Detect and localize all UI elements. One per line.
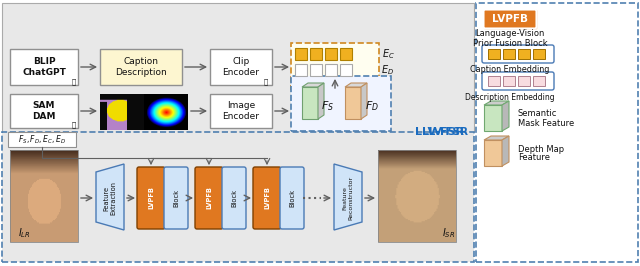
Text: Prior Fusion Block: Prior Fusion Block [473, 39, 547, 48]
Text: Description: Description [115, 68, 167, 77]
Bar [518, 49, 530, 59]
Text: Language-Vision: Language-Vision [476, 30, 545, 39]
Text: LVPFB: LVPFB [206, 186, 212, 209]
Bar [378, 150, 456, 242]
Text: Encoder: Encoder [223, 68, 259, 77]
Text: Feature
Reconstructor: Feature Reconstructor [342, 176, 353, 220]
Bar [503, 76, 515, 86]
Text: $E_D$: $E_D$ [381, 63, 394, 77]
Bar [295, 48, 307, 60]
Text: 🔒: 🔒 [264, 79, 268, 85]
Bar [8, 132, 76, 147]
Text: Caption Embedding: Caption Embedding [470, 65, 550, 74]
Polygon shape [345, 83, 367, 87]
Text: Mask Feature: Mask Feature [518, 118, 574, 127]
Bar [488, 49, 500, 59]
Bar [10, 94, 78, 128]
FancyBboxPatch shape [280, 167, 304, 229]
Text: Encoder: Encoder [223, 112, 259, 120]
Text: SAM: SAM [33, 101, 55, 110]
Text: LLV-FSR: LLV-FSR [422, 127, 468, 137]
FancyBboxPatch shape [482, 45, 554, 63]
Bar [2, 132, 474, 262]
Polygon shape [318, 83, 324, 119]
Text: DAM: DAM [32, 112, 56, 120]
Text: Semantic: Semantic [518, 110, 557, 118]
FancyBboxPatch shape [164, 167, 188, 229]
Bar [100, 49, 182, 85]
Text: Depth Map: Depth Map [518, 144, 564, 153]
Bar [2, 3, 474, 132]
Bar [10, 49, 78, 85]
Bar [210, 49, 272, 85]
FancyBboxPatch shape [483, 10, 536, 28]
Text: $F_S$: $F_S$ [321, 99, 335, 113]
Polygon shape [96, 164, 124, 230]
Bar [533, 76, 545, 86]
Bar [488, 76, 500, 86]
Text: Image: Image [227, 101, 255, 110]
Bar [340, 48, 352, 60]
Text: $F_D$: $F_D$ [365, 99, 379, 113]
Text: BLIP: BLIP [33, 57, 55, 66]
Text: $I_{LR}$: $I_{LR}$ [18, 226, 31, 240]
FancyBboxPatch shape [482, 72, 554, 90]
Text: LVPFB: LVPFB [264, 186, 270, 209]
Text: 🔒: 🔒 [72, 122, 76, 128]
Bar [340, 64, 352, 76]
Bar [476, 3, 638, 262]
Text: Feature
Extraction: Feature Extraction [104, 181, 116, 215]
Text: $F_S,F_D,E_C,E_D$: $F_S,F_D,E_C,E_D$ [18, 133, 66, 146]
Bar [518, 76, 530, 86]
Bar [291, 76, 391, 131]
Text: Feature: Feature [518, 153, 550, 163]
Polygon shape [361, 83, 367, 119]
Bar [291, 43, 379, 90]
Text: $E_C$: $E_C$ [381, 47, 394, 61]
Polygon shape [334, 164, 362, 230]
Polygon shape [502, 101, 509, 131]
Text: Clip: Clip [232, 57, 250, 66]
Polygon shape [484, 105, 502, 131]
Bar [484, 10, 536, 28]
Text: $I_{SR}$: $I_{SR}$ [442, 226, 455, 240]
Text: LVPFB: LVPFB [148, 186, 154, 209]
Text: Description Embedding: Description Embedding [465, 93, 555, 102]
Polygon shape [502, 136, 509, 166]
Text: Block: Block [231, 189, 237, 207]
Bar [533, 49, 545, 59]
Bar [10, 150, 78, 242]
FancyBboxPatch shape [222, 167, 246, 229]
Text: LVPFB: LVPFB [492, 14, 528, 24]
Bar [503, 49, 515, 59]
Bar [210, 94, 272, 128]
FancyBboxPatch shape [195, 167, 223, 229]
Text: Block: Block [289, 189, 295, 207]
Bar [310, 48, 322, 60]
Polygon shape [484, 136, 509, 140]
Polygon shape [484, 140, 502, 166]
Text: Caption: Caption [124, 57, 159, 66]
FancyBboxPatch shape [137, 167, 165, 229]
Bar [325, 48, 337, 60]
Text: ChatGPT: ChatGPT [22, 68, 66, 77]
Text: 🔒: 🔒 [72, 79, 76, 85]
Text: LLV-FSR: LLV-FSR [415, 127, 465, 137]
Polygon shape [302, 83, 324, 87]
Bar [310, 64, 322, 76]
Bar [295, 64, 307, 76]
Polygon shape [345, 87, 361, 119]
Polygon shape [484, 101, 509, 105]
Polygon shape [302, 87, 318, 119]
Bar [325, 64, 337, 76]
Text: Block: Block [173, 189, 179, 207]
FancyBboxPatch shape [253, 167, 281, 229]
